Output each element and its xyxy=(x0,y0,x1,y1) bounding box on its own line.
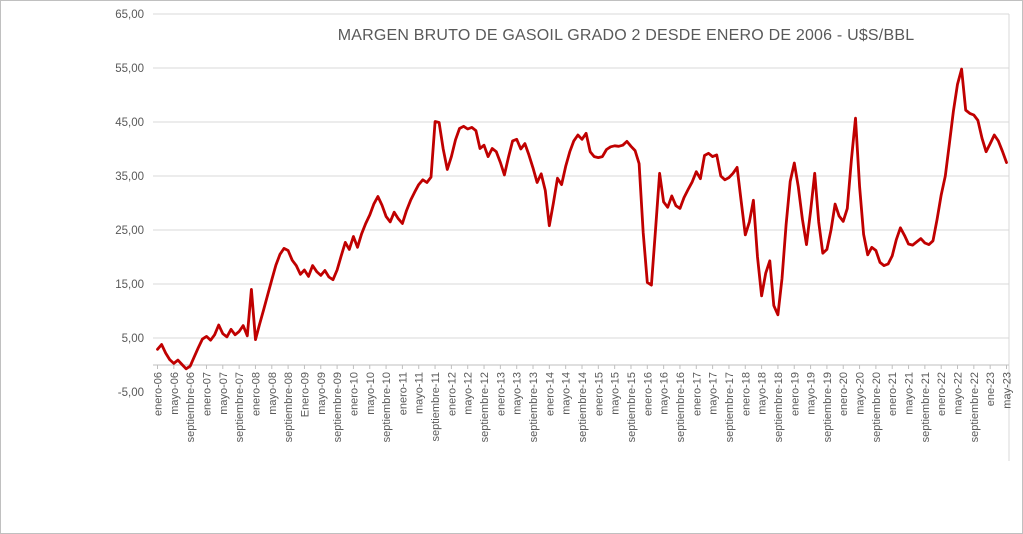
x-axis-tick-label: enero-19 xyxy=(789,372,801,416)
x-axis-tick-label: mayo-08 xyxy=(267,372,279,415)
x-axis-tick-label: may-23 xyxy=(1002,372,1014,409)
y-axis-tick-label: 25,00 xyxy=(115,225,144,237)
chart-title: MARGEN BRUTO DE GASOIL GRADO 2 DESDE ENE… xyxy=(337,27,915,44)
x-axis-tick-label: enero-20 xyxy=(838,372,850,416)
x-axis-tick-label: septiembre-19 xyxy=(822,372,834,442)
x-axis-tick-label: enero-22 xyxy=(936,372,948,416)
x-axis-tick-label: septiembre-17 xyxy=(724,372,736,442)
x-axis-tick-label: mayo-10 xyxy=(365,372,377,415)
x-axis-tick-label: mayo-21 xyxy=(904,372,916,415)
x-axis-tick-label: enero-06 xyxy=(153,372,165,416)
x-axis-tick-label: enero-17 xyxy=(691,372,703,416)
x-axis-tick-label: mayo-22 xyxy=(953,372,965,415)
x-axis-tick-label: septiembre-06 xyxy=(185,372,197,442)
x-axis-tick-label: enero-13 xyxy=(495,372,507,416)
x-axis-tick-label: septiembre-21 xyxy=(920,372,932,442)
x-axis-tick-label: enero-08 xyxy=(250,372,262,416)
y-axis-tick-label: 35,00 xyxy=(115,171,144,183)
y-axis-tick-label: 45,00 xyxy=(115,117,144,129)
x-axis-tick-label: enero-07 xyxy=(201,372,213,416)
series-line-margen-bruto xyxy=(156,67,1008,371)
x-axis-tick-label: mayo-14 xyxy=(561,372,573,415)
x-axis-tick-label: mayo-19 xyxy=(806,372,818,415)
x-axis-tick-label: ene-23 xyxy=(985,372,997,406)
x-axis-tick-label: enero-14 xyxy=(544,372,556,416)
y-axis-tick-label: 55,00 xyxy=(115,63,144,75)
x-axis-tick-label: mayo-06 xyxy=(169,372,181,415)
x-axis-tick-label: septiembre-13 xyxy=(528,372,540,442)
y-axis-tick-label: -5,00 xyxy=(118,387,144,399)
x-axis-tick-label: mayo-12 xyxy=(463,372,475,415)
x-axis-tick-label: Enero-09 xyxy=(299,372,311,417)
x-axis-tick-label: enero-15 xyxy=(593,372,605,416)
x-axis-tick-label: septiembre-10 xyxy=(381,372,393,442)
x-axis-tick-label: septiembre-18 xyxy=(773,372,785,442)
x-axis-tick-label: mayo-18 xyxy=(757,372,769,415)
x-axis-tick-label: mayo-20 xyxy=(855,372,867,415)
x-axis-tick-label: enero-11 xyxy=(397,372,409,415)
x-axis-tick-label: mayo-17 xyxy=(708,372,720,415)
x-axis-tick-label: enero-16 xyxy=(642,372,654,416)
x-axis-tick-label: septiembre-22 xyxy=(969,372,981,442)
x-axis-tick-label: septiembre-16 xyxy=(675,372,687,442)
y-axis-tick-label: 65,00 xyxy=(115,9,144,21)
x-axis-tick-label: septiembre-07 xyxy=(234,372,246,442)
y-axis-tick-label: 15,00 xyxy=(115,279,144,291)
x-axis-tick-label: enero-18 xyxy=(740,372,752,416)
x-axis-tick-label: enero-12 xyxy=(446,372,458,416)
x-axis-tick-label: mayo-11 xyxy=(414,372,426,414)
x-axis-tick-label: mayo-13 xyxy=(512,372,524,415)
x-axis-tick-label: mayo-16 xyxy=(659,372,671,415)
x-axis-tick-label: mayo-09 xyxy=(316,372,328,415)
x-axis-tick-label: septiembre-08 xyxy=(283,372,295,442)
x-axis-tick-label: enero-21 xyxy=(887,372,899,416)
x-axis-tick-label: septiembre-15 xyxy=(626,372,638,442)
x-axis-tick-label: septiembre-09 xyxy=(332,372,344,442)
x-axis-tick-label: septiembre-12 xyxy=(479,372,491,442)
y-axis-tick-label: 5,00 xyxy=(122,333,144,345)
x-axis-tick-label: septiembre-20 xyxy=(871,372,883,442)
x-axis-tick-label: septiembre-14 xyxy=(577,372,589,442)
x-axis-tick-label: mayo-15 xyxy=(610,372,622,415)
x-axis-tick-label: mayo-07 xyxy=(218,372,230,415)
x-axis-tick-label: enero-10 xyxy=(348,372,360,416)
x-axis-tick-label: septiembre-11 xyxy=(430,372,442,442)
